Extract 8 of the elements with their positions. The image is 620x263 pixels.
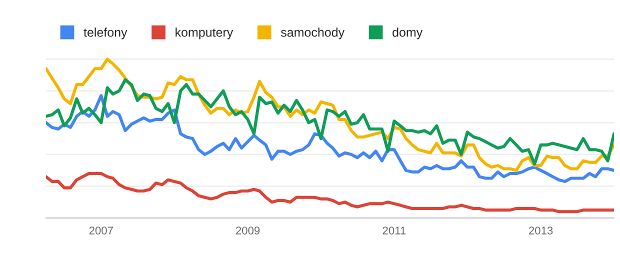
legend-label: telefony (84, 28, 128, 40)
x-tick-label: 2009 (236, 226, 260, 234)
x-tick-label: 2013 (528, 226, 553, 234)
x-tick-label: 2007 (89, 226, 113, 234)
legend-label: komputery (176, 28, 234, 40)
legend-label: domy (392, 28, 423, 40)
legend-label: samochody (280, 28, 345, 40)
x-tick-label: 2011 (382, 226, 406, 234)
